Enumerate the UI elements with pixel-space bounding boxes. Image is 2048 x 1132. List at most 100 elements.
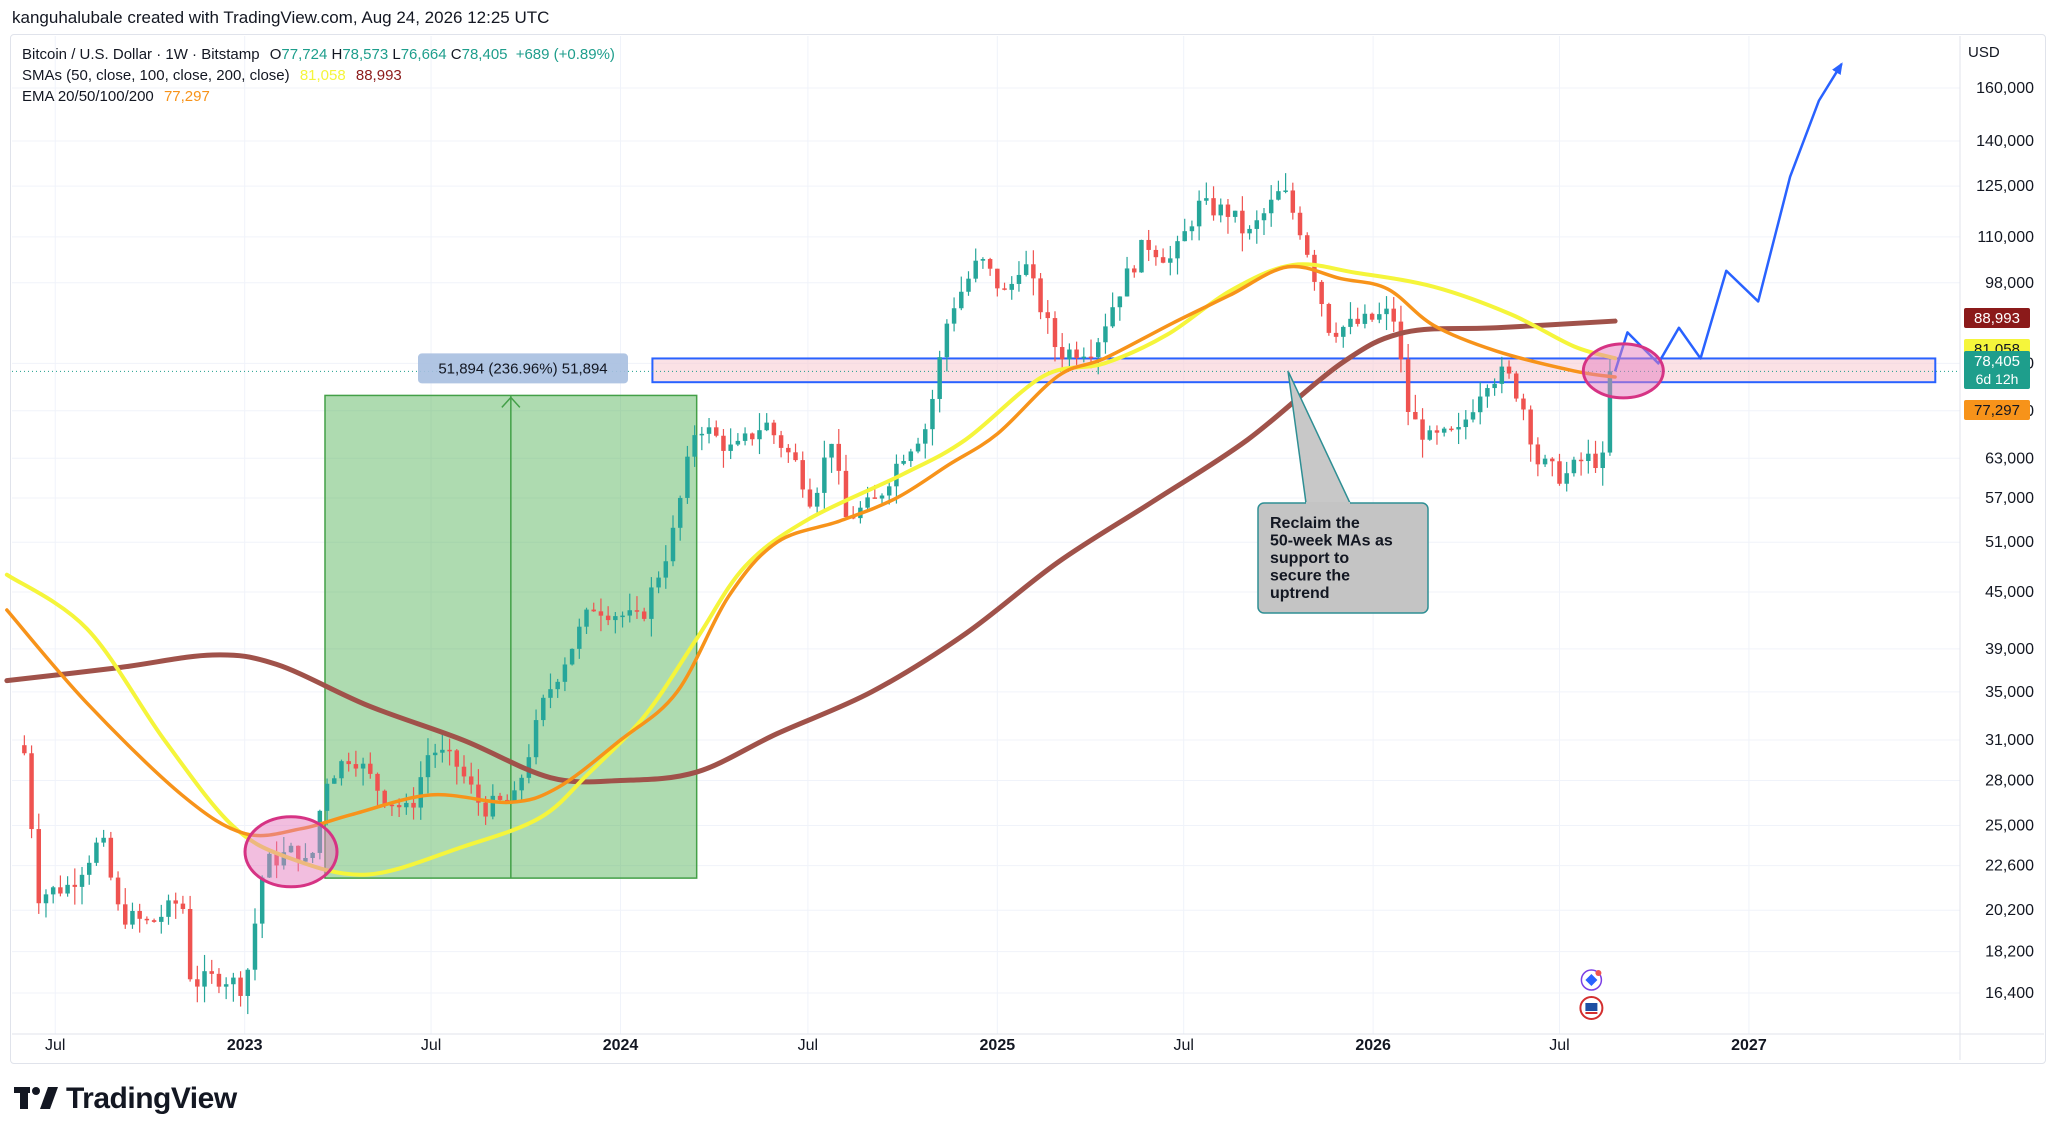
candle-body: [454, 750, 460, 767]
price-tag-bg: [1964, 308, 2030, 328]
candle-body: [1175, 241, 1180, 259]
price-tag-label: 78,405: [1974, 353, 2020, 370]
sma100-value: 88,993: [355, 67, 402, 84]
candle-body: [1535, 444, 1541, 465]
candle-body: [461, 766, 467, 777]
candle-body: [944, 323, 950, 358]
x-tick-label: Jul: [798, 1037, 818, 1054]
candle-body: [620, 615, 625, 618]
candle-body: [425, 755, 431, 778]
candle-body: [1182, 231, 1187, 242]
candle-body: [368, 763, 373, 774]
chart-credit-header: kanguhalubale created with TradingView.c…: [12, 8, 550, 27]
candle-body: [1153, 249, 1159, 258]
candle-body: [1542, 458, 1548, 465]
legend-sma-row[interactable]: SMAs (50, close, 100, close, 200, close)…: [22, 65, 615, 86]
price-tag-bg: [1964, 400, 2030, 420]
candle-body: [252, 923, 258, 970]
chart-legend: Bitcoin / U.S. Dollar · 1W · Bitstamp O7…: [22, 44, 615, 107]
candle-body: [180, 903, 186, 909]
y-tick-label: 20,200: [1985, 902, 2034, 919]
candle-body: [836, 443, 842, 471]
candle-body: [1268, 199, 1274, 214]
candle-body: [764, 422, 769, 431]
candle-body: [541, 697, 546, 721]
candle-body: [130, 910, 135, 925]
ohlc-close-label: C: [450, 46, 462, 63]
candle-body: [721, 435, 726, 451]
candle-body: [1456, 427, 1461, 430]
candle-body: [750, 433, 755, 440]
candle-body: [1038, 278, 1043, 313]
candle-body: [1305, 235, 1310, 255]
candle-body: [86, 862, 92, 875]
ohlc-open-label: O: [269, 46, 282, 63]
candle-body: [1139, 239, 1144, 273]
candle-body: [1593, 453, 1598, 469]
candle-body: [879, 495, 885, 499]
candle-body: [778, 435, 784, 448]
candle-body: [1564, 473, 1569, 484]
candle-body: [375, 773, 380, 791]
sma50-value: 81,058: [299, 67, 346, 84]
candle-body: [1196, 200, 1202, 227]
price-tag-label: 77,297: [1974, 402, 2020, 419]
candle-body: [1283, 190, 1288, 192]
candle-body: [1009, 283, 1014, 290]
candle-body: [209, 971, 214, 974]
candle-body: [627, 610, 632, 616]
sparkle-event-dot: [1595, 970, 1602, 976]
candle-body: [728, 444, 733, 451]
candle-body: [699, 433, 705, 436]
measure-layer: 51,894 (236.96%) 51,894: [324, 353, 698, 879]
currency-label[interactable]: USD: [1968, 44, 2000, 61]
candle-body: [1124, 268, 1130, 297]
candle-body: [1160, 257, 1166, 263]
legend-ema-row[interactable]: EMA 20/50/100/200 77,297: [22, 86, 615, 107]
flag-event-icon-canton: [1585, 1003, 1598, 1011]
candle-body: [1297, 212, 1303, 236]
candle-body: [908, 451, 914, 461]
projection-path: [1613, 62, 1843, 372]
x-tick-label: Jul: [1173, 1037, 1193, 1054]
candle-body: [807, 489, 813, 507]
legend-symbol-row[interactable]: Bitcoin / U.S. Dollar · 1W · Bitstamp O7…: [22, 44, 615, 65]
y-tick-label: 28,000: [1985, 772, 2034, 789]
candle-body: [995, 268, 1000, 289]
axes-layer: 16,400 18,200 20,200 22,600 25,000 28,000 31,0…: [12, 36, 2044, 1060]
candle-body: [173, 900, 178, 904]
candle-body: [187, 908, 193, 980]
candle-body: [757, 430, 762, 440]
candle-body: [216, 973, 222, 987]
candle-body: [1103, 326, 1108, 343]
projection-layer: [1613, 62, 1843, 372]
candle-body: [1247, 228, 1252, 234]
tradingview-brand[interactable]: TradingView: [14, 1082, 237, 1116]
candle-body: [1600, 452, 1605, 469]
y-tick-label: 22,600: [1985, 858, 2034, 875]
candle-body: [166, 900, 171, 917]
candle-body: [771, 422, 777, 436]
candle-body: [786, 447, 791, 453]
candle-body: [1081, 356, 1087, 359]
candle-body: [238, 977, 243, 996]
candle-body: [915, 443, 921, 452]
candle-body: [432, 752, 438, 756]
y-tick-label: 18,200: [1985, 944, 2034, 961]
candle-body: [447, 749, 452, 752]
annotation-layer: Reclaim the 50-week MAs as support to secur…: [243, 342, 1665, 889]
candle-body: [1023, 264, 1029, 275]
candle-body: [822, 457, 827, 493]
candle-body: [872, 497, 878, 499]
highlight-circle: [243, 815, 339, 889]
ema-label: EMA 20/50/100/200: [22, 88, 154, 105]
candle-body: [1240, 210, 1245, 234]
candle-body: [1168, 258, 1173, 263]
candle-body: [1045, 312, 1051, 319]
candle-body: [987, 259, 993, 269]
y-tick-label: 35,000: [1985, 684, 2034, 701]
sparkle-event-icon: [1580, 969, 1603, 991]
candle-body: [548, 689, 553, 698]
candle-body: [195, 979, 200, 987]
